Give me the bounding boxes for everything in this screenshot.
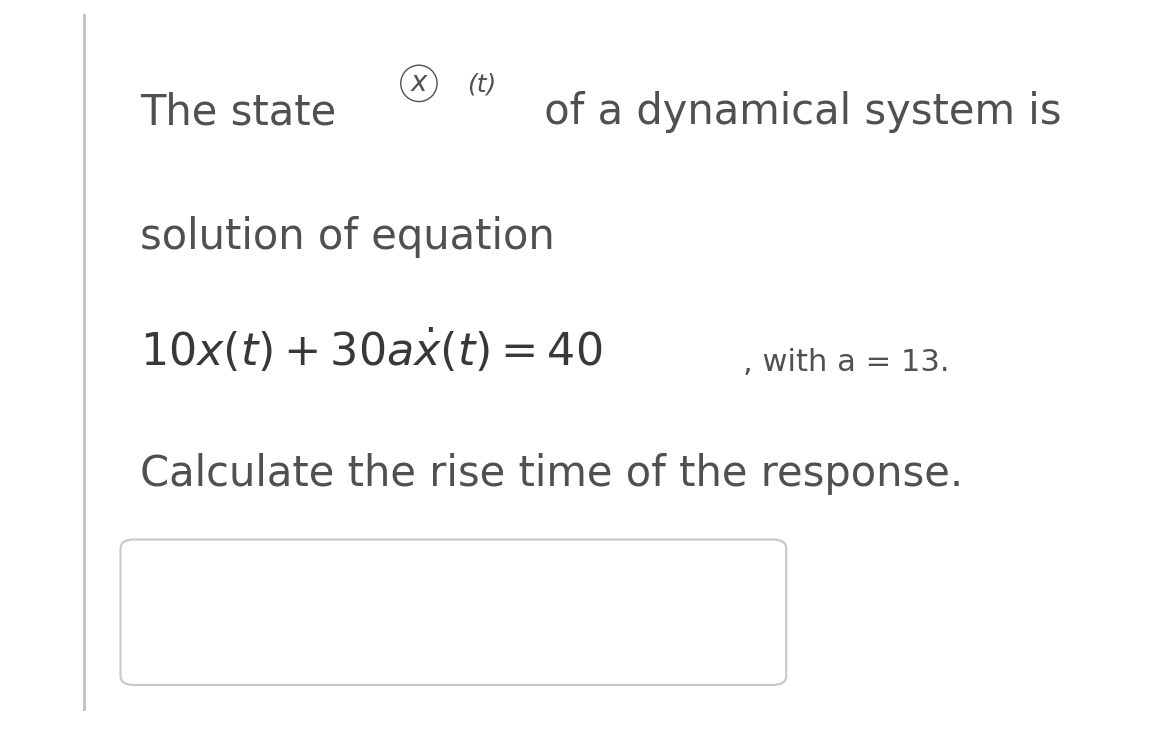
FancyBboxPatch shape [121,539,786,685]
Text: The state: The state [140,91,350,133]
Text: (t): (t) [467,72,496,96]
Text: , with a = 13.: , with a = 13. [743,349,949,377]
Text: x: x [411,69,427,97]
Text: solution of equation: solution of equation [140,216,555,257]
Text: of a dynamical system is: of a dynamical system is [531,91,1061,133]
Text: $10x(t) + 30a\dot{x}(t) = 40$: $10x(t) + 30a\dot{x}(t) = 40$ [140,326,603,374]
Text: Calculate the rise time of the response.: Calculate the rise time of the response. [140,453,964,495]
